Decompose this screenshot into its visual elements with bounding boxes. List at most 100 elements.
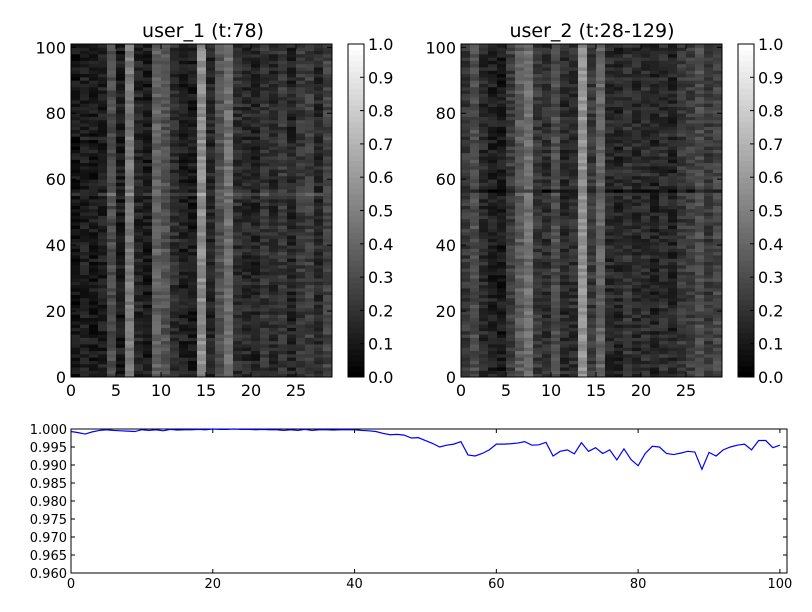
heatmap-cell xyxy=(224,129,234,134)
heatmap-cell xyxy=(569,350,579,355)
heatmap-cell xyxy=(134,159,144,164)
heatmap-cell xyxy=(161,136,171,141)
heatmap-cell xyxy=(134,314,144,319)
heatmap-cell xyxy=(215,311,225,315)
heatmap-cell xyxy=(170,330,180,335)
heatmap-cell xyxy=(515,76,525,81)
heatmap-cell xyxy=(143,189,153,193)
colorbar-step xyxy=(348,338,364,345)
heatmap-cell xyxy=(587,103,597,108)
heatmap-cell xyxy=(497,44,507,48)
heatmap-cell xyxy=(179,70,189,75)
heatmap-cell xyxy=(125,109,135,114)
heatmap-cell xyxy=(524,307,534,312)
heatmap-cell xyxy=(80,287,90,292)
heatmap-cell xyxy=(569,320,579,325)
heatmap-cell xyxy=(623,189,633,193)
heatmap-cell xyxy=(578,294,588,299)
heatmap-cell xyxy=(98,327,108,332)
heatmap-cell xyxy=(587,271,597,276)
heatmap-cell xyxy=(296,274,306,279)
heatmap-cell xyxy=(170,156,180,160)
heatmap-cell xyxy=(251,139,261,144)
heatmap-cell xyxy=(125,116,135,121)
heatmap-cell xyxy=(161,297,171,302)
heatmap-cell xyxy=(488,139,498,144)
heatmap-cell xyxy=(305,363,315,368)
heatmap-cell xyxy=(143,367,153,371)
heatmap-cell xyxy=(278,175,288,180)
heatmap-cell xyxy=(125,353,135,358)
heatmap-cell xyxy=(251,182,261,187)
heatmap-cell xyxy=(533,314,543,319)
heatmap-cell xyxy=(533,205,543,210)
heatmap-cell xyxy=(305,311,315,315)
heatmap-cell xyxy=(116,179,126,183)
heatmap-cell xyxy=(98,76,108,81)
heatmap-cell xyxy=(134,360,144,365)
heatmap-cell xyxy=(323,44,333,48)
heatmap-cell xyxy=(98,304,108,309)
heatmap-cell xyxy=(296,44,306,48)
heatmap-cell xyxy=(560,67,570,71)
heatmap-cell xyxy=(506,271,516,276)
heatmap-cell xyxy=(287,314,297,319)
heatmap-cell xyxy=(533,159,543,164)
heatmap-cell xyxy=(170,100,180,104)
heatmap-cell xyxy=(470,44,480,48)
heatmap-cell xyxy=(206,231,216,236)
heatmap-cell xyxy=(197,162,207,167)
heatmap-cell xyxy=(98,198,108,203)
heatmap-cell xyxy=(587,162,597,167)
heatmap-cell xyxy=(551,337,561,342)
heatmap-cell xyxy=(107,284,117,289)
heatmap-cell xyxy=(224,238,234,243)
heatmap-cell xyxy=(314,320,324,325)
heatmap-cell xyxy=(89,340,99,345)
heatmap-cell xyxy=(461,149,471,154)
heatmap-cell xyxy=(143,337,153,342)
heatmap-cell xyxy=(533,284,543,289)
heatmap-cell xyxy=(533,182,543,187)
heatmap-cell xyxy=(305,248,315,253)
heatmap-cell xyxy=(260,373,270,378)
heatmap-cell xyxy=(242,357,252,361)
heatmap-cell xyxy=(80,205,90,210)
heatmap-cell xyxy=(506,60,516,65)
heatmap-cell xyxy=(497,261,507,266)
heatmap-cell xyxy=(206,208,216,213)
heatmap-cell xyxy=(488,63,498,68)
heatmap-cell xyxy=(515,350,525,355)
heatmap-cell xyxy=(287,83,297,88)
colorbar-tick-label: 0.1 xyxy=(368,335,393,354)
heatmap-cell xyxy=(614,248,624,253)
heatmap-cell xyxy=(560,149,570,154)
heatmap-cell xyxy=(323,70,333,75)
heatmap-cell xyxy=(560,90,570,94)
heatmap-cell xyxy=(296,360,306,365)
heatmap-cell xyxy=(533,172,543,177)
heatmap-cell xyxy=(533,245,543,249)
heatmap-cell xyxy=(488,169,498,173)
heatmap-cell xyxy=(560,100,570,104)
heatmap-cell xyxy=(323,304,333,309)
heatmap-cell xyxy=(551,334,561,338)
heatmap-cell xyxy=(623,347,633,352)
heatmap-cell xyxy=(542,96,552,101)
heatmap-cell xyxy=(98,96,108,101)
heatmap-cell xyxy=(323,133,333,137)
heatmap-cell xyxy=(278,126,288,131)
heatmap-cell xyxy=(614,195,624,200)
heatmap-cell xyxy=(71,103,81,108)
heatmap-cell xyxy=(233,185,243,190)
heatmap-cell xyxy=(605,304,615,309)
heatmap-cell xyxy=(215,126,225,131)
heatmap-cell xyxy=(488,106,498,111)
colorbar-tick-label: 1.0 xyxy=(368,35,393,54)
heatmap-cell xyxy=(197,70,207,75)
heatmap-cell xyxy=(242,212,252,216)
heatmap-cell xyxy=(461,212,471,216)
heatmap-cell xyxy=(560,291,570,295)
heatmap-cell xyxy=(242,317,252,322)
heatmap-cell xyxy=(506,235,516,239)
